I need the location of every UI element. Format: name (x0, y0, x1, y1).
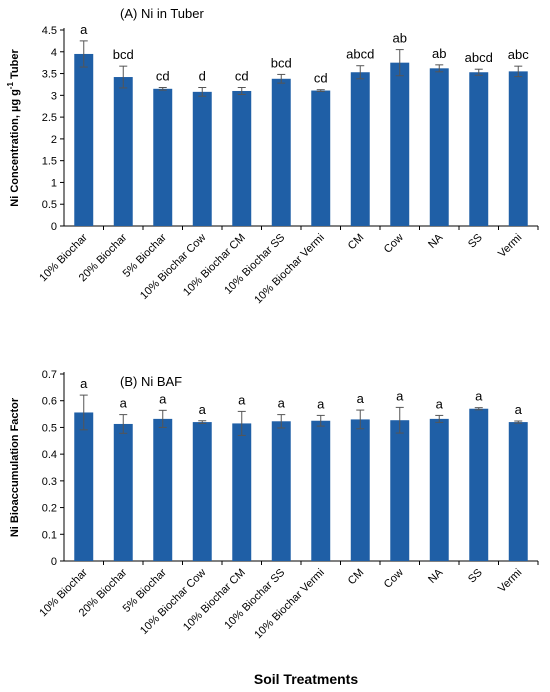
bar (74, 53, 94, 227)
y-tick-label: 0.2 (42, 503, 57, 515)
significance-letter: bcd (113, 47, 134, 62)
x-tick-label: 10% Biochar Vermi (252, 567, 327, 642)
panel-a: (A) Ni in Tuber Ni Concentration, µg g-1 … (6, 6, 539, 307)
y-tick-label: 0.7 (42, 369, 57, 381)
significance-letter: a (396, 388, 404, 403)
bar (429, 68, 449, 226)
bar (113, 77, 133, 226)
bar (350, 419, 370, 561)
bar (113, 423, 133, 561)
significance-letter: d (199, 68, 206, 83)
y-tick-label: 0.5 (42, 199, 57, 211)
y-axis-label: Ni Concentration, µg g-1 Tuber (6, 49, 21, 207)
bar (311, 420, 331, 561)
panel-b: (B) Ni BAF Ni Bioaccumulation Factor 0 0.1 0… (9, 369, 539, 642)
significance-letter: abc (508, 47, 529, 62)
significance-letter: abcd (465, 50, 493, 65)
x-tick-label: Vermi (496, 232, 524, 260)
bar (192, 91, 212, 226)
significance-letter: a (159, 391, 167, 406)
bar (508, 422, 528, 561)
y-tick-label: 1 (51, 177, 57, 189)
bar (350, 72, 370, 226)
significance-letter: cd (156, 68, 170, 83)
significance-letter: bcd (271, 55, 292, 70)
y-tick-label: 0.4 (42, 449, 57, 461)
significance-letter: a (357, 391, 365, 406)
bar (508, 71, 528, 226)
x-tick-label: SS (466, 567, 485, 586)
x-tick-label: 10% Biochar Vermi (252, 232, 327, 307)
bar (271, 78, 291, 226)
significance-letter: a (199, 402, 207, 417)
significance-letter: a (278, 396, 286, 411)
bar (429, 418, 449, 561)
x-tick-label: NA (426, 231, 446, 251)
y-tick-label: 4 (51, 47, 57, 59)
significance-letter: ab (393, 31, 407, 46)
significance-letter: a (80, 376, 88, 391)
bar (390, 420, 410, 561)
x-axis-title: Soil Treatments (254, 671, 358, 687)
bar (74, 412, 94, 561)
bar (232, 423, 252, 561)
bar (153, 418, 173, 561)
bar (469, 408, 489, 561)
chart-title: (A) Ni in Tuber (120, 6, 204, 21)
x-tick-label: Cow (382, 567, 406, 591)
x-tick-label: SS (466, 232, 485, 251)
significance-letter: abcd (346, 47, 374, 62)
x-tick-label: CM (346, 232, 367, 253)
y-tick-label: 4.5 (42, 25, 57, 37)
significance-letter: cd (235, 68, 249, 83)
y-tick-label: 1.5 (42, 156, 57, 168)
significance-letter: a (515, 402, 523, 417)
bar (469, 72, 489, 226)
bar (232, 90, 252, 226)
x-tick-label: CM (346, 567, 367, 588)
significance-letter: a (436, 396, 444, 411)
y-tick-label: 0.5 (42, 422, 57, 434)
significance-letter: cd (314, 71, 328, 86)
significance-letter: a (238, 392, 246, 407)
bar (271, 421, 291, 561)
significance-letter: ab (432, 46, 446, 61)
y-tick-label: 3.5 (42, 69, 57, 81)
y-tick-label: 0.1 (42, 529, 57, 541)
significance-letter: a (475, 389, 483, 404)
significance-letter: a (80, 22, 88, 37)
y-tick-label: 0 (51, 556, 57, 568)
x-tick-label: NA (426, 566, 446, 586)
y-tick-label: 0 (51, 221, 57, 233)
y-axis-label: Ni Bioaccumulation Factor (9, 397, 21, 537)
bar (390, 62, 410, 226)
y-tick-label: 0.6 (42, 396, 57, 408)
bar (311, 90, 331, 226)
y-tick-label: 3 (51, 90, 57, 102)
y-tick-label: 0.3 (42, 476, 57, 488)
x-tick-label: Cow (382, 232, 406, 256)
chart-title: (B) Ni BAF (120, 374, 182, 389)
significance-letter: a (317, 396, 325, 411)
bar (192, 422, 212, 561)
x-tick-label: Vermi (496, 567, 524, 595)
y-tick-label: 2.5 (42, 112, 57, 124)
bar (153, 88, 173, 226)
significance-letter: a (120, 396, 128, 411)
y-tick-label: 2 (51, 134, 57, 146)
